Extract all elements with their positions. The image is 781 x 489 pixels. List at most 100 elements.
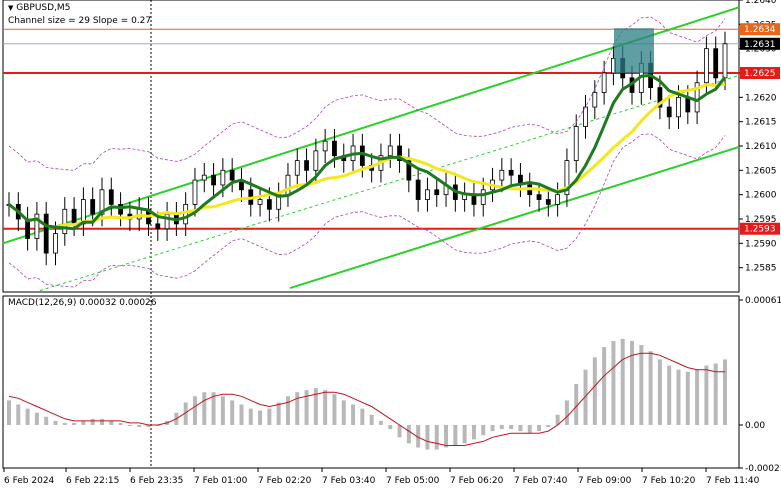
macd-histogram-bar — [220, 396, 225, 425]
x-tick-label: 7 Feb 09:00 — [578, 476, 632, 486]
macd-histogram-bar — [62, 422, 67, 425]
macd-histogram-bar — [183, 402, 188, 425]
candle-body — [164, 213, 170, 230]
macd-histogram-bar — [574, 384, 579, 425]
x-tick-label: 7 Feb 02:20 — [258, 476, 312, 486]
candle-body — [676, 96, 681, 118]
macd-layer — [7, 338, 727, 450]
candle-body — [685, 96, 691, 113]
price-marker-label: 1.2593 — [744, 225, 776, 235]
macd-histogram-bar — [676, 369, 681, 425]
macd-signal-line — [8, 352, 725, 446]
macd-histogram-bar — [481, 424, 486, 436]
macd-histogram-bar — [564, 400, 569, 425]
candle-body — [183, 203, 189, 225]
candle-body — [592, 92, 598, 108]
ma-green-line — [8, 73, 727, 231]
macd-histogram-bar — [267, 408, 272, 425]
envelope-lower-line — [8, 133, 726, 288]
macd-histogram-bar — [99, 418, 104, 425]
macd-histogram-bar — [620, 338, 625, 425]
macd-histogram-bar — [555, 414, 560, 425]
channel-lower-line — [289, 146, 740, 290]
macd-histogram-bar — [639, 345, 644, 425]
macd-histogram-bar — [109, 420, 114, 425]
candle-body — [266, 199, 272, 210]
macd-histogram-bar — [248, 408, 253, 425]
candle-body — [53, 233, 58, 254]
macd-histogram-bar — [323, 390, 328, 425]
macd-histogram-bar — [211, 392, 216, 425]
candle-body — [257, 199, 263, 205]
candle-body — [229, 169, 235, 181]
macd-histogram-bar — [527, 424, 532, 434]
candle-body — [555, 194, 561, 205]
candle-body — [62, 208, 68, 234]
candle-body — [201, 174, 207, 181]
x-tick-label: 7 Feb 01:00 — [194, 476, 248, 486]
macd-histogram-bar — [127, 424, 132, 426]
macd-y-tick-label: -0.00021 — [745, 464, 781, 474]
macd-histogram-bar — [388, 424, 393, 430]
macd-panel-frame — [2, 295, 740, 469]
channel-mid-line — [39, 74, 740, 292]
x-tick-label: 7 Feb 11:40 — [706, 476, 760, 486]
macd-histogram-bar — [490, 424, 495, 432]
candle-body — [99, 189, 105, 215]
macd-histogram-bar — [704, 365, 709, 425]
macd-histogram-bar — [537, 424, 542, 432]
macd-histogram-bar — [239, 404, 244, 425]
macd-histogram-bar — [406, 424, 411, 444]
macd-histogram-bar — [378, 420, 383, 425]
macd-histogram-bar — [611, 340, 616, 425]
macd-histogram-bar — [53, 420, 58, 425]
macd-histogram-bar — [425, 424, 430, 450]
candle-body — [694, 82, 700, 113]
macd-histogram-bar — [685, 371, 690, 425]
candle-body — [601, 72, 607, 93]
price-marker-layer: 1.2634 1.2631 1.2625 1.2593 — [740, 23, 780, 235]
price-marker-tag — [740, 67, 780, 79]
candle-body — [704, 48, 709, 84]
ma-layer — [8, 16, 727, 288]
macd-histogram-bar — [723, 359, 727, 425]
macd-histogram-bar — [25, 408, 30, 425]
macd-histogram-bar — [81, 420, 86, 425]
macd-histogram-bar — [583, 369, 588, 425]
candle-body — [304, 160, 309, 171]
candle-body — [434, 189, 440, 196]
macd-histogram-bar — [462, 424, 467, 444]
candle-body — [192, 179, 198, 205]
price-marker-tag — [740, 37, 780, 50]
candle-body — [220, 169, 226, 186]
y-tick-label: 1.2615 — [745, 118, 777, 128]
macd-histogram-bar — [16, 404, 21, 425]
macd-histogram-bar — [72, 422, 77, 425]
candle-body — [425, 189, 430, 200]
macd-histogram-bar — [202, 392, 207, 425]
candle-body — [564, 160, 570, 196]
candle-body — [666, 106, 672, 118]
x-tick-label: 6 Feb 22:15 — [66, 476, 119, 486]
macd-histogram-bar — [332, 394, 337, 425]
macd-histogram-bar — [304, 390, 309, 425]
candle-body — [71, 208, 77, 225]
candle-body — [211, 174, 216, 186]
y-tick-label: 1.2595 — [745, 215, 777, 225]
price-marker-tag — [740, 222, 780, 235]
macd-histogram-bar — [258, 410, 263, 425]
y-tick-label: 1.2600 — [745, 191, 777, 201]
macd-histogram-bar — [416, 424, 421, 448]
level-layer — [3, 28, 739, 230]
candle-body — [480, 189, 486, 205]
macd-histogram-bar — [667, 365, 672, 425]
macd-y-axis: 0.00061 0.00 -0.00021 — [739, 296, 781, 474]
candle-body — [43, 213, 49, 254]
candle-body — [155, 223, 161, 230]
candle-body — [118, 203, 123, 215]
macd-y-tick-label: 0.00061 — [745, 296, 781, 306]
macd-histogram-bar — [341, 400, 346, 425]
candle-body — [722, 43, 728, 79]
